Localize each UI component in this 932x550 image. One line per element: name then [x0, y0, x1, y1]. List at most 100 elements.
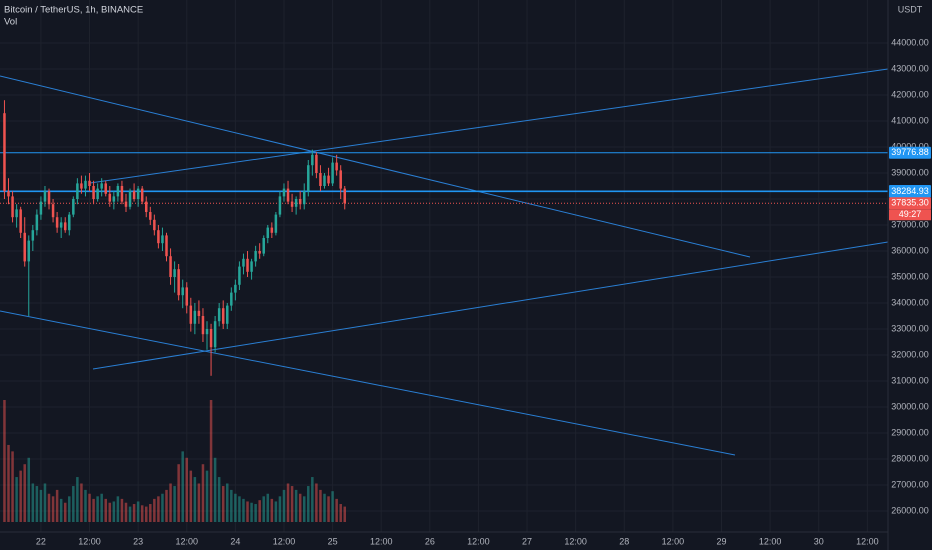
- volume-bar: [120, 498, 124, 522]
- axis-labels: 26000.00 27000.00 28000.00 29000.00 30000.00…: [36, 37, 931, 546]
- y-tick-label: 41000.00: [891, 115, 929, 125]
- volume-bar: [88, 493, 91, 522]
- volume-bar: [327, 496, 330, 522]
- candle-body: [274, 214, 278, 233]
- price-label: 37835.30: [891, 198, 929, 208]
- y-tick-label: 33000.00: [891, 323, 929, 333]
- candle-body: [173, 269, 176, 277]
- candle-body: [270, 227, 274, 233]
- candle-body: [149, 211, 152, 220]
- volume-bar: [59, 498, 63, 522]
- x-tick-label: 29: [716, 536, 726, 546]
- y-tick-label: 36000.00: [891, 245, 929, 255]
- volume-bar: [221, 486, 225, 522]
- candle-body: [120, 185, 124, 202]
- volume-bar: [76, 477, 79, 522]
- volume-bar: [294, 489, 298, 522]
- volume-bar: [149, 504, 152, 522]
- x-tick-label: 12:00: [467, 536, 490, 546]
- candle-body: [169, 256, 172, 277]
- levels: [0, 152, 888, 204]
- candle-body: [100, 183, 103, 189]
- volume-bar: [266, 493, 270, 522]
- volume-label: Vol: [4, 17, 17, 28]
- x-tick-label: 26: [425, 536, 435, 546]
- candle-body: [262, 237, 265, 254]
- y-tick-label: 26000.00: [891, 505, 929, 515]
- candle-body: [311, 154, 314, 166]
- candle-body: [319, 173, 322, 186]
- candle-body: [298, 198, 302, 205]
- price-label-bg: [889, 185, 931, 198]
- candle-body: [3, 113, 6, 192]
- candle-body: [242, 258, 245, 267]
- price-label: 39776.88: [891, 147, 929, 157]
- candle-body: [335, 162, 338, 171]
- y-tick-label: 42000.00: [891, 89, 929, 99]
- volume-bar: [315, 483, 318, 522]
- y-tick-label: 30000.00: [891, 401, 929, 411]
- volume-bar: [201, 464, 205, 522]
- candle-body: [80, 183, 83, 189]
- candle-body: [282, 188, 286, 197]
- volume-bar: [55, 489, 59, 522]
- candle-body: [307, 165, 310, 192]
- trendlines: [0, 68, 889, 456]
- volume-bar: [339, 504, 342, 522]
- volume-bar: [226, 483, 229, 522]
- volume-bar: [331, 491, 334, 522]
- volume-bar: [254, 504, 257, 522]
- volume-bar: [302, 496, 306, 522]
- candle-body: [323, 175, 326, 186]
- candle-body: [7, 191, 10, 197]
- volume-bar: [84, 489, 87, 522]
- candle-body: [234, 284, 237, 293]
- volume-bar: [47, 493, 51, 522]
- candle-body: [153, 219, 156, 231]
- x-tick-label: 25: [328, 536, 338, 546]
- volume-bar: [124, 502, 128, 522]
- candle-body: [294, 198, 298, 207]
- volume-bar: [96, 496, 99, 522]
- chart-title: Bitcoin / TetherUS, 1h, BINANCE: [4, 5, 143, 16]
- candle-body: [230, 292, 233, 306]
- volume-bar: [140, 505, 144, 522]
- candle-body: [250, 261, 253, 272]
- candle-body: [31, 230, 35, 241]
- y-tick-label: 27000.00: [891, 479, 929, 489]
- candle-body: [177, 269, 180, 296]
- volume-bar: [100, 493, 103, 522]
- volume-bar: [217, 477, 221, 522]
- volume-bar: [43, 483, 47, 522]
- candle-body: [96, 188, 99, 199]
- candle-body: [11, 196, 14, 218]
- trendline: [0, 310, 736, 456]
- candle-body: [63, 222, 67, 231]
- volume-bar: [19, 470, 22, 522]
- volume-bar: [238, 496, 241, 522]
- volume-bar: [298, 493, 302, 522]
- currency-label: USDT: [898, 4, 923, 14]
- candle-body: [221, 308, 225, 324]
- candle-body: [315, 154, 318, 174]
- volume-bar: [286, 483, 290, 522]
- volume-bar: [63, 502, 67, 522]
- volume-bar: [11, 451, 14, 522]
- volume-bar: [23, 464, 26, 522]
- candle-body: [254, 250, 257, 262]
- y-tick-label: 34000.00: [891, 297, 929, 307]
- candle-body: [132, 191, 136, 199]
- volume-bar: [27, 457, 31, 522]
- volume-bar: [270, 498, 274, 522]
- candle-body: [290, 201, 294, 207]
- x-tick-label: 12:00: [759, 536, 782, 546]
- candle-body: [55, 217, 59, 228]
- volume-bar: [7, 444, 10, 522]
- x-tick-label: 22: [36, 536, 46, 546]
- volume-bars: [3, 400, 347, 522]
- volume-bar: [290, 486, 294, 522]
- candle-body: [286, 188, 290, 202]
- volume-bar: [153, 498, 156, 522]
- volume-bar: [165, 489, 168, 522]
